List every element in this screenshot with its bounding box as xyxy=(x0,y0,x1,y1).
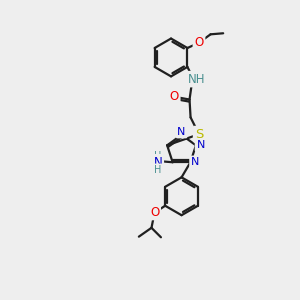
Text: S: S xyxy=(195,128,203,141)
Text: O: O xyxy=(150,206,159,218)
Text: N: N xyxy=(177,127,186,137)
Text: N: N xyxy=(191,157,199,167)
Text: NH: NH xyxy=(188,73,205,85)
Text: H: H xyxy=(154,165,162,175)
Text: O: O xyxy=(169,90,179,103)
Text: H: H xyxy=(154,151,162,161)
Text: N: N xyxy=(154,156,162,169)
Text: N: N xyxy=(196,140,205,150)
Text: O: O xyxy=(194,36,204,49)
